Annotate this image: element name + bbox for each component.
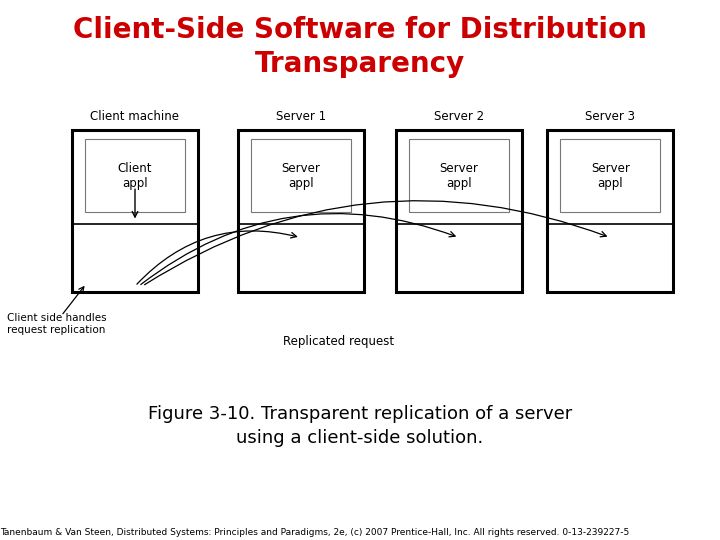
- Text: Tanenbaum & Van Steen, Distributed Systems: Principles and Paradigms, 2e, (c) 20: Tanenbaum & Van Steen, Distributed Syste…: [0, 528, 629, 537]
- Text: Server
appl: Server appl: [440, 162, 478, 190]
- Text: Server 1: Server 1: [276, 110, 325, 123]
- Bar: [85, 139, 185, 212]
- Text: Server
appl: Server appl: [591, 162, 629, 190]
- Text: Server
appl: Server appl: [282, 162, 320, 190]
- Text: Replicated request: Replicated request: [283, 335, 394, 348]
- Text: Client machine: Client machine: [91, 110, 179, 123]
- Bar: [409, 139, 509, 212]
- Bar: [396, 130, 522, 292]
- Bar: [251, 139, 351, 212]
- Text: Server 3: Server 3: [585, 110, 635, 123]
- Bar: [238, 130, 364, 292]
- Bar: [560, 139, 660, 212]
- Text: Figure 3-10. Transparent replication of a server
using a client-side solution.: Figure 3-10. Transparent replication of …: [148, 405, 572, 447]
- Text: Client
appl: Client appl: [118, 162, 152, 190]
- Text: Client side handles
request replication: Client side handles request replication: [7, 313, 107, 335]
- Bar: [547, 130, 673, 292]
- Bar: [72, 130, 198, 292]
- Text: Server 2: Server 2: [434, 110, 484, 123]
- Text: Client-Side Software for Distribution
Transparency: Client-Side Software for Distribution Tr…: [73, 16, 647, 78]
